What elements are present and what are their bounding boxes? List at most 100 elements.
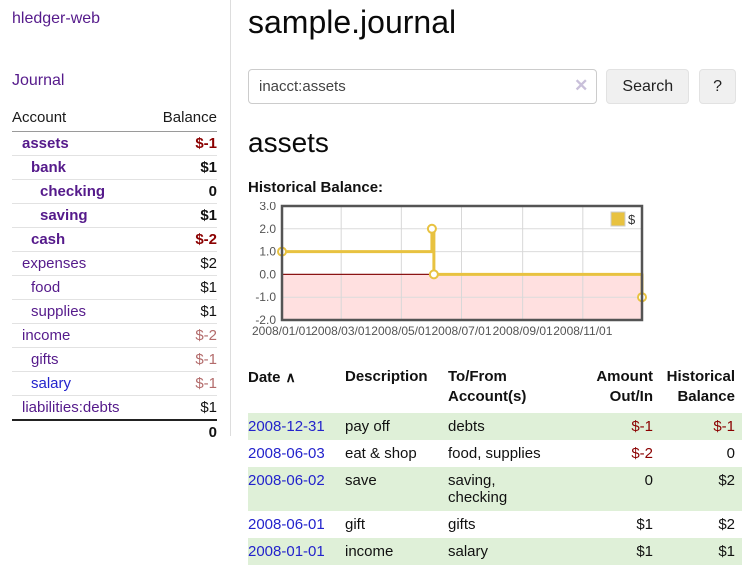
- register-cell-tofrom: food, supplies: [448, 445, 541, 462]
- register-cell-balance: 0: [726, 445, 735, 462]
- register-cell-tofrom: debts: [448, 413, 585, 440]
- register-cell-description: gift: [345, 516, 366, 533]
- account-row: income $-2: [12, 323, 217, 348]
- register-cell-date: 2008-01-01: [248, 538, 345, 565]
- svg-text:2008/05/01: 2008/05/01: [371, 324, 431, 338]
- historical-balance-chart: $3.0 2.0 1.0 0.0 -1.0 -2.0 2008/01/01 2008/03/0…: [248, 199, 736, 349]
- svg-text:2008/09/01: 2008/09/01: [493, 324, 553, 338]
- chart-legend-label: $: [628, 212, 636, 227]
- svg-text:2008/01/01: 2008/01/01: [252, 324, 312, 338]
- sidebar: hledger-web Journal Account Balance asse…: [0, 0, 231, 444]
- account-rows: assets $-1 bank $1 checking 0 saving $1 cash $-2 e…: [12, 132, 217, 444]
- svg-text:2008/03/01: 2008/03/01: [311, 324, 371, 338]
- account-row: liabilities:debts $1: [12, 395, 217, 420]
- account-row: food $1: [12, 275, 217, 300]
- register-cell-amount: $1: [636, 516, 653, 533]
- account-link[interactable]: bank: [31, 159, 67, 176]
- account-balance: $1: [148, 275, 217, 300]
- register-cell-date: 2008-12-31: [248, 413, 345, 440]
- account-balance: $-2: [148, 323, 217, 348]
- account-row: cash $-2: [12, 227, 217, 252]
- account-balance: $2: [148, 251, 217, 276]
- register-header-amount: Amount Out/In: [596, 368, 653, 405]
- register-cell-description: income: [345, 538, 448, 565]
- register-cell-tofrom: saving, checking: [448, 467, 585, 511]
- register-header-balance: Historical Balance: [666, 368, 735, 405]
- account-balance: 0: [148, 179, 217, 204]
- register-row: 2008-06-03 eat & shop food, supplies $-2 0: [248, 440, 742, 467]
- register-cell-amount: $1: [585, 538, 653, 565]
- register-row: 2008-06-02 save saving, checking 0 $2: [248, 467, 742, 511]
- register-cell-amount: 0: [585, 467, 653, 511]
- account-link[interactable]: saving: [40, 207, 88, 224]
- register-row: 2008-06-01 gift gifts $1 $2: [248, 511, 742, 538]
- account-link[interactable]: assets: [22, 135, 69, 152]
- account-link[interactable]: cash: [31, 231, 66, 248]
- sort-asc-icon: ∧: [285, 369, 296, 385]
- account-heading: assets: [248, 127, 329, 158]
- help-button[interactable]: ?: [699, 69, 736, 104]
- account-link[interactable]: supplies: [31, 303, 87, 320]
- register-cell-date: 2008-06-03: [248, 440, 345, 467]
- main-content: sample.journal ✕ Search ? assets Histori…: [232, 0, 742, 565]
- page-title: sample.journal: [248, 4, 457, 40]
- register-header-tofrom: To/From Account(s): [448, 368, 527, 405]
- account-balance: $1: [148, 395, 217, 420]
- svg-text:2008/11/01: 2008/11/01: [553, 324, 612, 338]
- account-link[interactable]: checking: [40, 183, 106, 200]
- svg-text:2.0: 2.0: [259, 222, 276, 236]
- register-cell-amount: $-1: [585, 413, 653, 440]
- account-balance: $-1: [195, 135, 217, 152]
- register-cell-balance: $1: [653, 538, 742, 565]
- register-row: 2008-01-01 income salary $1 $1: [248, 538, 742, 565]
- date-link[interactable]: 2008-06-01: [248, 516, 325, 533]
- sidebar-item-journal[interactable]: Journal: [12, 72, 65, 89]
- account-link[interactable]: expenses: [22, 255, 87, 272]
- search-bar: ✕ Search ?: [248, 69, 736, 104]
- date-link[interactable]: 2008-06-03: [248, 445, 325, 462]
- account-balance: $-1: [148, 371, 217, 396]
- account-row: gifts $-1: [12, 347, 217, 372]
- clear-search-icon[interactable]: ✕: [574, 76, 589, 95]
- account-row: bank $1: [12, 155, 217, 180]
- accounts-table: Account Balance assets $-1 bank $1 checking 0…: [12, 106, 217, 444]
- register-header-date[interactable]: Date ∧: [248, 369, 296, 386]
- svg-text:0.0: 0.0: [259, 267, 276, 281]
- account-link[interactable]: liabilities:debts: [22, 399, 120, 416]
- register-cell-amount: $-2: [631, 445, 653, 462]
- chart-title: Historical Balance:: [248, 179, 384, 196]
- account-row: supplies $1: [12, 299, 217, 324]
- accounts-total-row: 0: [12, 419, 217, 444]
- app-title[interactable]: hledger-web: [12, 10, 101, 27]
- search-input[interactable]: [248, 69, 598, 104]
- account-balance: $1: [148, 299, 217, 324]
- account-balance: $1: [148, 155, 217, 180]
- date-link[interactable]: 2008-12-31: [248, 418, 325, 435]
- register-cell-tofrom: gifts: [448, 516, 476, 533]
- account-link[interactable]: income: [22, 327, 71, 344]
- date-link[interactable]: 2008-01-01: [248, 543, 325, 560]
- account-row: expenses $2: [12, 251, 217, 276]
- register-cell-balance: $2: [653, 467, 742, 511]
- register-cell-tofrom: salary: [448, 538, 585, 565]
- account-balance: $1: [148, 203, 217, 228]
- register-cell-description: pay off: [345, 413, 448, 440]
- register-cell-date: 2008-06-01: [248, 511, 345, 538]
- account-link[interactable]: gifts: [31, 351, 59, 368]
- svg-text:1.0: 1.0: [259, 245, 276, 259]
- register-rows: 2008-12-31 pay off debts $-1 $-1 2008-06-03 ea…: [248, 413, 742, 565]
- register-row: 2008-12-31 pay off debts $-1 $-1: [248, 413, 742, 440]
- search-button[interactable]: Search: [606, 69, 690, 104]
- register-cell-description: eat & shop: [345, 445, 417, 462]
- accounts-header-balance: Balance: [148, 106, 217, 132]
- accounts-header-account: Account: [12, 106, 149, 132]
- account-link[interactable]: food: [31, 279, 61, 296]
- account-row: checking 0: [12, 179, 217, 204]
- register-cell-date: 2008-06-02: [248, 467, 345, 511]
- date-link[interactable]: 2008-06-02: [248, 472, 325, 489]
- register-cell-description: save: [345, 467, 448, 511]
- register-header-description: Description: [345, 368, 428, 385]
- account-link[interactable]: salary: [31, 375, 72, 392]
- account-balance: $-1: [148, 347, 217, 372]
